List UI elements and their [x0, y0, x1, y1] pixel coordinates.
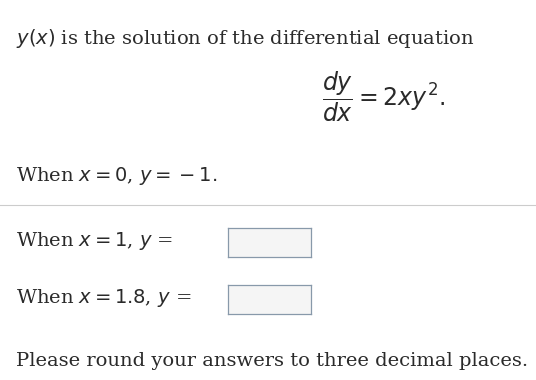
Text: When $x = 1$, $y$ =: When $x = 1$, $y$ =: [16, 230, 173, 252]
Text: Please round your answers to three decimal places.: Please round your answers to three decim…: [16, 352, 528, 369]
Text: When $x = 0$, $y = -1.$: When $x = 0$, $y = -1.$: [16, 165, 217, 187]
Text: $\dfrac{dy}{dx} = 2xy^2.$: $\dfrac{dy}{dx} = 2xy^2.$: [322, 70, 445, 124]
Text: $y(x)$ is the solution of the differential equation: $y(x)$ is the solution of the differenti…: [16, 27, 474, 50]
Text: When $x = 1.8$, $y$ =: When $x = 1.8$, $y$ =: [16, 287, 191, 309]
